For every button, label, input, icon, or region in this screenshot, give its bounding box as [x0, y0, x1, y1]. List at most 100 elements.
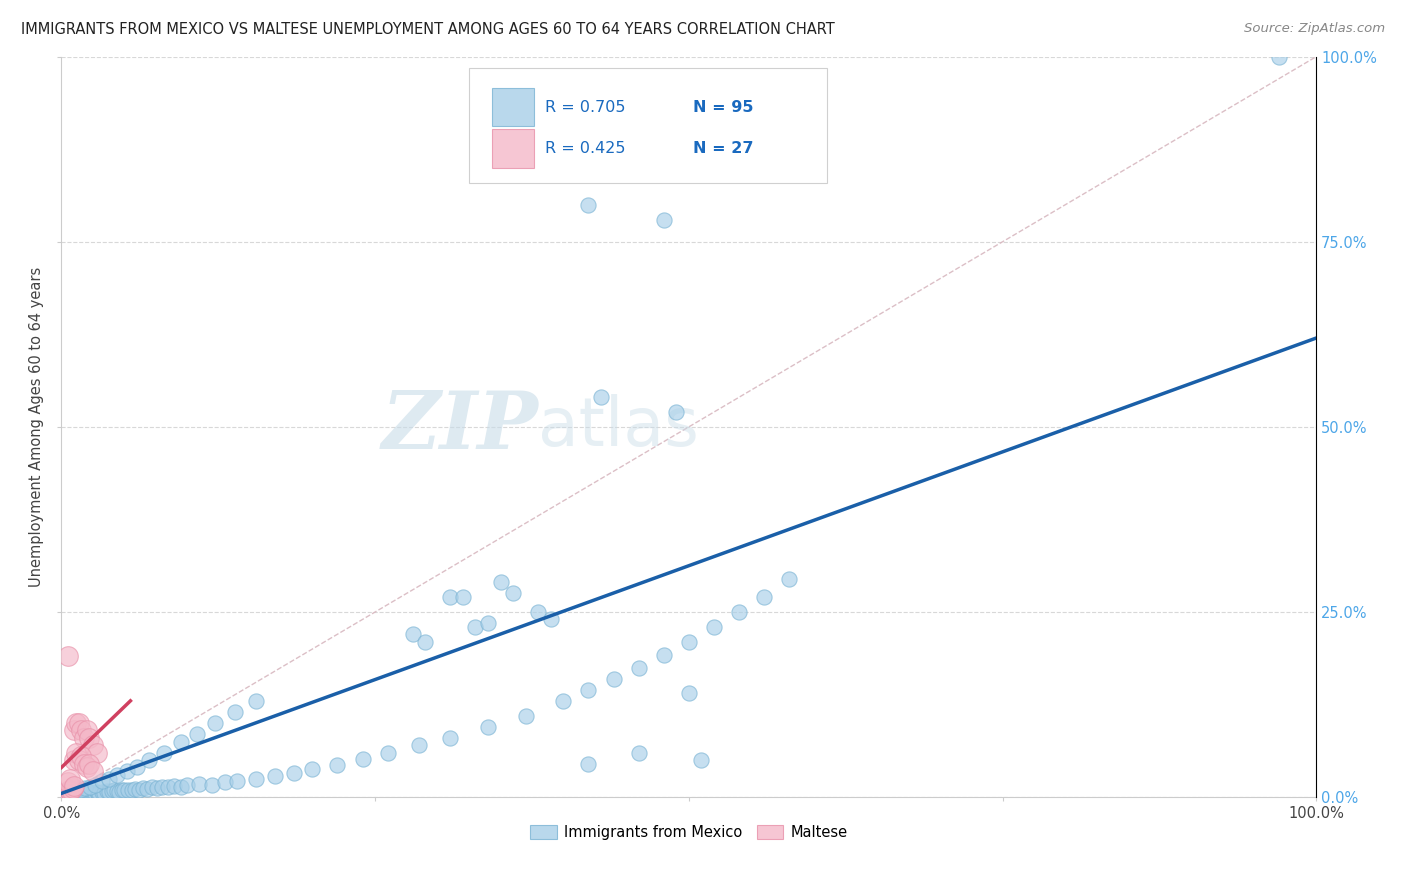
Point — [108, 785, 131, 799]
Point — [98, 772, 121, 786]
Point — [678, 634, 700, 648]
Point — [451, 590, 474, 604]
Point — [153, 746, 176, 760]
Point — [69, 782, 91, 797]
Point — [1267, 50, 1289, 64]
Point — [70, 723, 93, 738]
Y-axis label: Unemployment Among Ages 60 to 64 years: Unemployment Among Ages 60 to 64 years — [30, 267, 44, 587]
Point — [75, 781, 97, 796]
FancyBboxPatch shape — [470, 68, 827, 183]
Point — [75, 786, 97, 800]
Point — [439, 731, 461, 745]
Point — [76, 760, 98, 774]
Point — [73, 786, 96, 800]
Point — [128, 782, 150, 797]
Point — [53, 786, 76, 800]
Point — [752, 590, 775, 604]
Point — [98, 785, 121, 799]
Point — [82, 739, 104, 753]
Point — [76, 723, 98, 738]
Text: R = 0.705: R = 0.705 — [544, 100, 626, 114]
Point — [146, 781, 169, 796]
Point — [201, 777, 224, 791]
Point — [176, 778, 198, 792]
Point — [263, 769, 285, 783]
Point — [226, 773, 249, 788]
Point — [652, 212, 675, 227]
Point — [150, 780, 173, 795]
Legend: Immigrants from Mexico, Maltese: Immigrants from Mexico, Maltese — [524, 819, 853, 846]
Point — [402, 627, 425, 641]
Point — [103, 783, 125, 797]
FancyBboxPatch shape — [492, 87, 534, 127]
Point — [86, 785, 108, 799]
Point — [53, 786, 76, 800]
Point — [84, 786, 107, 800]
Point — [464, 620, 486, 634]
Point — [87, 786, 110, 800]
Point — [82, 764, 104, 779]
Point — [56, 786, 79, 800]
Point — [93, 786, 115, 800]
Point — [778, 572, 800, 586]
Point — [87, 786, 110, 800]
Point — [105, 768, 128, 782]
Point — [67, 716, 90, 731]
Point — [627, 660, 650, 674]
Point — [157, 780, 180, 794]
Point — [69, 787, 91, 801]
Point — [84, 778, 107, 792]
Point — [59, 772, 82, 786]
Point — [502, 586, 524, 600]
Point — [678, 686, 700, 700]
Point — [141, 780, 163, 795]
Point — [96, 784, 118, 798]
Text: atlas: atlas — [538, 394, 699, 460]
Point — [58, 782, 80, 797]
Text: ZIP: ZIP — [381, 388, 538, 466]
Point — [59, 786, 82, 800]
Point — [527, 605, 550, 619]
Point — [627, 746, 650, 760]
Point — [59, 784, 82, 798]
Point — [188, 777, 211, 791]
Point — [112, 782, 135, 797]
Point — [77, 786, 100, 800]
Point — [578, 756, 600, 771]
Point — [186, 727, 208, 741]
Point — [169, 734, 191, 748]
Point — [56, 649, 79, 664]
Point — [90, 785, 112, 799]
Point — [377, 746, 399, 760]
Point — [553, 694, 575, 708]
Point — [301, 762, 323, 776]
Point — [65, 784, 87, 798]
Point — [55, 786, 77, 800]
Point — [63, 787, 86, 801]
Point — [283, 766, 305, 780]
Point — [65, 716, 87, 731]
Point — [163, 779, 186, 793]
Text: N = 27: N = 27 — [693, 141, 754, 156]
Point — [82, 786, 104, 800]
Point — [326, 757, 349, 772]
Point — [690, 753, 713, 767]
Point — [79, 780, 101, 794]
Point — [132, 781, 155, 796]
Point — [477, 720, 499, 734]
Point — [67, 786, 90, 800]
Point — [73, 731, 96, 745]
Point — [352, 751, 374, 765]
Point — [214, 775, 236, 789]
Point — [65, 746, 87, 760]
Point — [665, 405, 688, 419]
Point — [65, 786, 87, 800]
Point — [578, 198, 600, 212]
Point — [540, 612, 562, 626]
Point — [60, 788, 83, 802]
Point — [204, 716, 226, 731]
Point — [76, 786, 98, 800]
Point — [245, 694, 267, 708]
Text: Source: ZipAtlas.com: Source: ZipAtlas.com — [1244, 22, 1385, 36]
Point — [169, 780, 191, 794]
